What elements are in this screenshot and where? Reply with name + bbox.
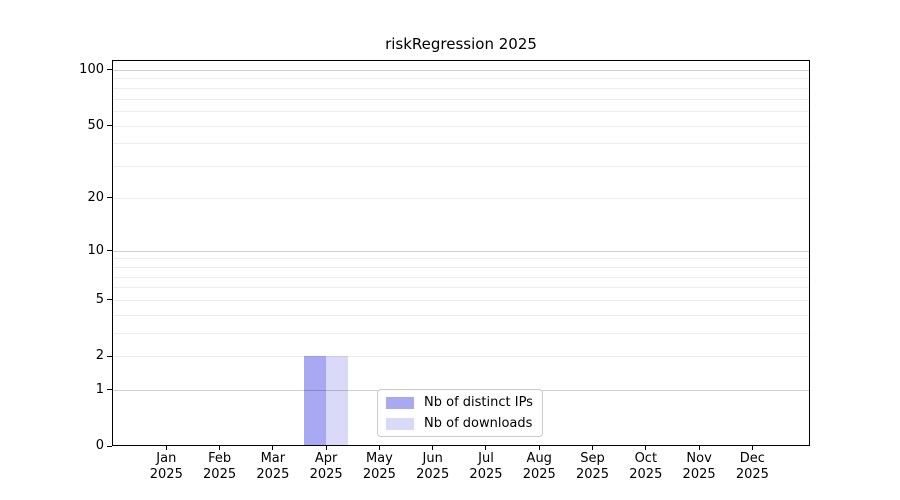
- y-tick: [107, 445, 112, 447]
- x-tick-label: May 2025: [347, 451, 411, 483]
- x-tick-month: Jan: [156, 451, 177, 466]
- x-tick: [538, 446, 540, 450]
- y-tick: [107, 355, 112, 357]
- x-tick-year: 2025: [256, 467, 290, 482]
- x-tick-label: Jun 2025: [401, 451, 465, 483]
- y-tick-label: 0: [95, 438, 104, 453]
- y-tick-label: 50: [87, 117, 104, 133]
- y-tick-label: 2: [95, 348, 104, 364]
- x-tick-label: Mar 2025: [241, 451, 305, 483]
- x-tick-month: Dec: [739, 451, 765, 466]
- bar-distinct-ips: [304, 356, 327, 445]
- x-tick-label: Feb 2025: [188, 451, 252, 483]
- x-tick-year: 2025: [469, 467, 503, 482]
- legend-label-downloads: Nb of downloads: [424, 415, 533, 431]
- x-tick-label: Apr 2025: [294, 451, 358, 483]
- chart-title: riskRegression 2025: [385, 35, 537, 53]
- x-tick: [698, 446, 700, 450]
- y-tick: [107, 125, 112, 127]
- x-tick-month: Feb: [208, 451, 232, 466]
- y-tick-label: 5: [95, 291, 104, 307]
- x-tick-year: 2025: [575, 467, 610, 482]
- y-tick: [107, 197, 112, 199]
- x-tick-month: Jun: [422, 451, 443, 466]
- x-tick: [432, 446, 434, 450]
- legend-item-distinct-ips: Nb of distinct IPs: [386, 395, 534, 411]
- x-tick-year: 2025: [309, 467, 343, 482]
- x-tick-month: May: [365, 451, 393, 466]
- x-tick: [272, 446, 274, 450]
- y-tick: [107, 250, 112, 252]
- legend-swatch-distinct-ips: [386, 396, 414, 409]
- x-tick-month: Mar: [260, 451, 286, 466]
- y-tick-label: 1: [95, 381, 104, 397]
- x-tick-label: Aug 2025: [507, 451, 571, 483]
- x-tick: [645, 446, 647, 450]
- bar-downloads: [326, 356, 348, 445]
- x-tick-month: Oct: [634, 451, 658, 466]
- x-tick-year: 2025: [735, 467, 769, 482]
- x-tick-month: Sep: [580, 451, 605, 466]
- legend: Nb of distinct IPs Nb of downloads: [377, 389, 543, 437]
- x-tick: [592, 446, 594, 450]
- x-tick: [378, 446, 380, 450]
- x-tick-label: Sep 2025: [561, 451, 625, 483]
- y-tick-label: 10: [87, 242, 104, 258]
- x-tick-year: 2025: [682, 467, 716, 482]
- x-tick: [165, 446, 167, 450]
- x-tick-year: 2025: [203, 467, 237, 482]
- legend-label-distinct-ips: Nb of distinct IPs: [424, 394, 533, 410]
- x-tick-year: 2025: [522, 467, 556, 482]
- y-tick-label: 20: [87, 189, 104, 205]
- x-tick-year: 2025: [362, 467, 396, 482]
- x-tick-month: Aug: [526, 451, 552, 466]
- y-tick: [107, 299, 112, 301]
- y-tick-label: 100: [79, 61, 104, 77]
- x-tick: [751, 446, 753, 450]
- legend-item-downloads: Nb of downloads: [386, 416, 534, 432]
- y-tick: [107, 389, 112, 390]
- x-tick: [485, 446, 487, 450]
- plot-area: [112, 60, 810, 446]
- legend-swatch-downloads: [386, 417, 414, 430]
- y-tick: [107, 69, 112, 71]
- x-tick: [325, 446, 327, 450]
- x-tick-year: 2025: [416, 467, 450, 482]
- x-tick-label: Jan 2025: [134, 451, 198, 483]
- x-tick-month: Apr: [314, 451, 338, 466]
- x-tick-label: Dec 2025: [720, 451, 784, 483]
- x-tick-year: 2025: [149, 467, 183, 482]
- x-tick-month: Jul: [478, 451, 494, 466]
- x-tick: [219, 446, 221, 450]
- x-tick-label: Jul 2025: [454, 451, 518, 483]
- x-tick-year: 2025: [629, 467, 663, 482]
- x-tick-label: Nov 2025: [667, 451, 731, 483]
- x-tick-month: Nov: [686, 451, 712, 466]
- x-tick-label: Oct 2025: [614, 451, 678, 483]
